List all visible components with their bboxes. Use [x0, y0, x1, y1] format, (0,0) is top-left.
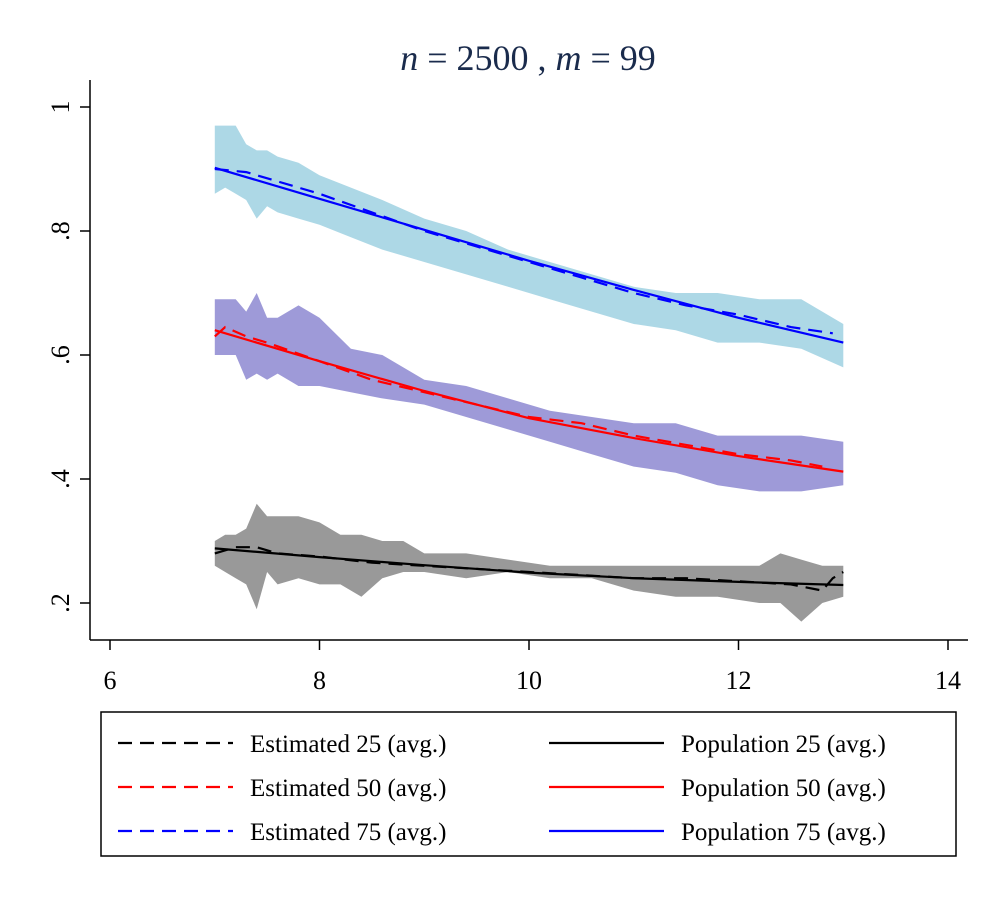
series-line-2 [214, 167, 833, 335]
legend: Estimated 25 (avg.) Population 25 (avg.) E… [100, 711, 957, 857]
y-tick-label-0: .2 [46, 593, 75, 613]
band-1 [214, 293, 844, 492]
series-line-3 [214, 547, 844, 587]
legend-label-3: Population 50 (avg.) [681, 775, 886, 802]
x-tick-label-4: 14 [935, 666, 961, 695]
legend-label-0: Estimated 25 (avg.) [250, 731, 446, 758]
y-tick-label-3: .8 [46, 221, 75, 241]
legend-box [100, 711, 957, 857]
x-tick-label-1: 8 [313, 666, 326, 695]
x-tick-label-3: 12 [726, 666, 752, 695]
title-m-symbol: m [556, 38, 582, 78]
confidence-bands [214, 125, 844, 622]
series-line-4 [214, 329, 844, 473]
band-2 [214, 503, 844, 622]
legend-label-4: Estimated 75 (avg.) [250, 819, 446, 846]
series-line-5 [214, 166, 844, 344]
title-m-equals: = 99 [591, 38, 656, 78]
y-tick-label-1: .4 [46, 469, 75, 489]
x-tick-label-0: 6 [104, 666, 117, 695]
legend-label-2: Estimated 50 (avg.) [250, 775, 446, 802]
y-tick-label-4: 1 [46, 101, 75, 114]
y-tick-label-2: .6 [46, 345, 75, 365]
band-0 [214, 125, 844, 368]
title-n-equals: = 2500 , [427, 38, 546, 78]
ticks: 6 8 10 12 14 .2 .4 .6 .8 1 [46, 101, 961, 696]
x-tick-label-2: 10 [516, 666, 542, 695]
legend-label-5: Population 75 (avg.) [681, 819, 886, 846]
title-n-symbol: n [400, 38, 418, 78]
series-lines [214, 166, 844, 592]
legend-label-1: Population 25 (avg.) [681, 731, 886, 758]
chart-title: n = 2500 , m = 99 [400, 38, 656, 78]
